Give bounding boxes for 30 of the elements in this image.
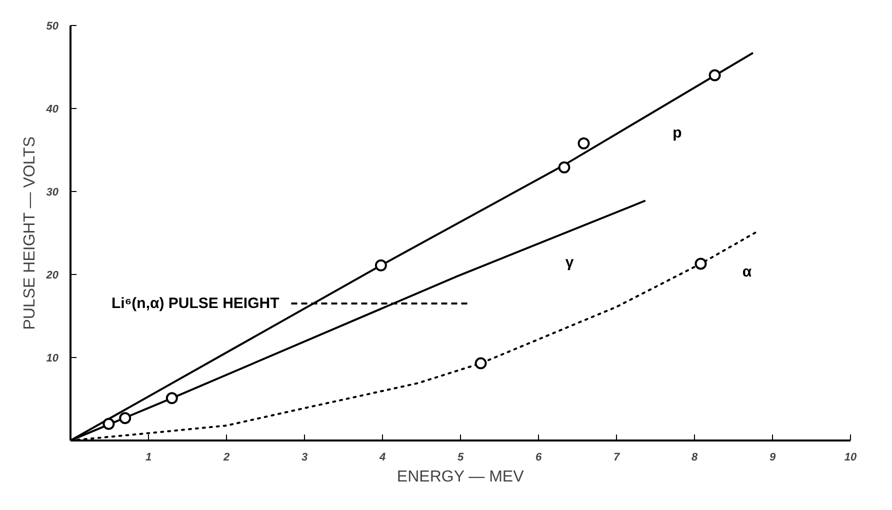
x-tick-label: 3 bbox=[301, 452, 308, 464]
x-tick-label: 4 bbox=[378, 452, 386, 464]
point bbox=[558, 161, 570, 174]
x-axis-title: ENERGY — MEV bbox=[396, 468, 524, 486]
y-tick-label: 20 bbox=[45, 270, 60, 282]
x-tick-label: 10 bbox=[844, 452, 858, 464]
x-tick-label: 6 bbox=[535, 452, 542, 464]
series-label: γ bbox=[565, 254, 574, 271]
point bbox=[374, 259, 387, 272]
series-label: Li⁶(n,α) PULSE HEIGHT bbox=[111, 295, 280, 312]
point bbox=[474, 357, 487, 370]
point bbox=[578, 137, 590, 150]
point bbox=[119, 412, 132, 424]
point bbox=[708, 69, 721, 82]
y-tick-label: 30 bbox=[46, 186, 60, 198]
y-tick-label: 40 bbox=[45, 104, 60, 116]
point bbox=[166, 392, 178, 404]
x-tick-label: 2 bbox=[222, 452, 230, 464]
series-label: p bbox=[672, 124, 682, 142]
x-tick-label: 5 bbox=[457, 452, 464, 464]
x-tick-label: 7 bbox=[613, 452, 620, 464]
point bbox=[694, 258, 707, 270]
y-tick-label: 10 bbox=[46, 352, 60, 364]
x-tick-label: 1 bbox=[145, 452, 152, 464]
series-label: α bbox=[742, 263, 752, 280]
x-tick-label: 9 bbox=[769, 452, 776, 464]
y-axis-title: PULSE HEIGHT — VOLTS bbox=[21, 136, 38, 330]
x-tick-label: 8 bbox=[691, 452, 698, 464]
point bbox=[102, 418, 115, 430]
y-tick-label: 50 bbox=[46, 20, 60, 32]
